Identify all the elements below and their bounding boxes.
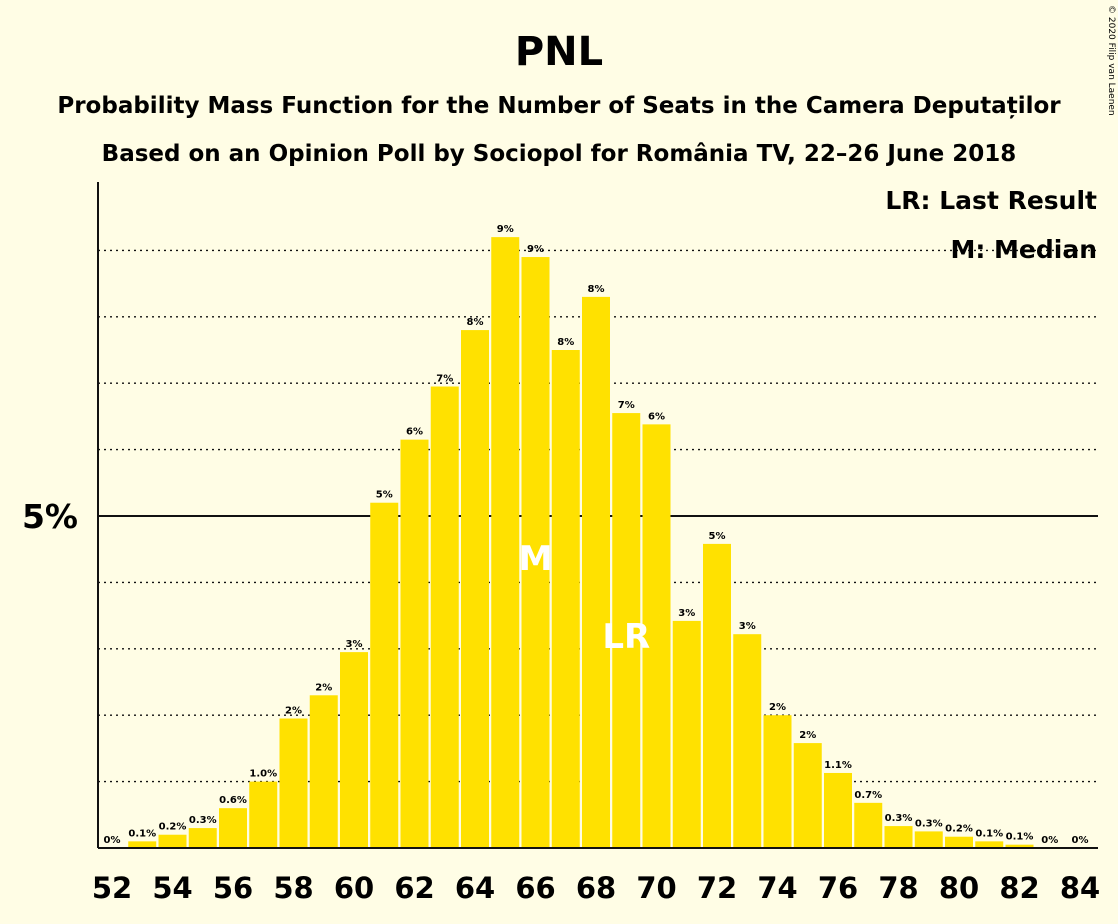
x-tick-label-54: 54	[152, 871, 192, 905]
bar-seat-80	[945, 836, 973, 848]
data-label-seat-82: 0.1%	[1006, 832, 1034, 843]
bar-seat-60	[340, 652, 368, 848]
data-label-seat-63: 7%	[436, 374, 453, 385]
x-tick-label-78: 78	[878, 871, 918, 905]
copyright-note: © 2020 Filip van Laenen	[1106, 5, 1116, 116]
x-tick-label-70: 70	[636, 871, 676, 905]
x-tick-label-66: 66	[515, 871, 555, 905]
bar-seat-74	[763, 715, 792, 848]
chart-title: PNL	[515, 29, 603, 75]
data-label-seat-56: 0.6%	[219, 795, 247, 806]
data-label-seat-67: 8%	[557, 337, 574, 348]
data-label-seat-57: 1.0%	[249, 769, 277, 780]
data-label-seat-72: 5%	[709, 531, 726, 542]
data-label-seat-69: 7%	[618, 400, 635, 411]
bar-seat-71	[672, 620, 701, 848]
data-label-seat-74: 2%	[769, 702, 786, 713]
markers-group: M LR	[519, 539, 651, 657]
bar-seat-77	[854, 802, 883, 848]
data-label-seat-68: 8%	[588, 284, 605, 295]
data-label-seat-58: 2%	[285, 706, 302, 717]
data-label-seat-79: 0.3%	[915, 818, 943, 829]
x-tick-label-58: 58	[273, 871, 313, 905]
data-label-seat-64: 8%	[467, 317, 484, 328]
x-tick-label-80: 80	[939, 871, 979, 905]
data-label-seat-73: 3%	[739, 621, 756, 632]
data-label-seat-71: 3%	[678, 608, 695, 619]
bar-seat-53	[128, 841, 157, 848]
bar-seat-59	[309, 695, 338, 848]
x-tick-label-64: 64	[455, 871, 495, 905]
x-tick-label-62: 62	[394, 871, 434, 905]
x-tick-label-60: 60	[334, 871, 374, 905]
bar-seat-65	[491, 237, 520, 848]
data-label-seat-65: 9%	[497, 224, 514, 235]
bar-seat-82	[1005, 844, 1034, 848]
bar-seat-61	[370, 502, 399, 848]
data-label-seat-75: 2%	[799, 730, 816, 741]
chart-subtitle-2: Based on an Opinion Poll by Sociopol for…	[102, 141, 1017, 167]
bar-seat-81	[975, 841, 1004, 848]
data-label-seat-84: 0%	[1072, 835, 1089, 846]
data-label-seat-83: 0%	[1041, 835, 1058, 846]
bar-seat-75	[793, 743, 822, 848]
data-label-seat-53: 0.1%	[128, 828, 156, 839]
x-tick-label-74: 74	[757, 871, 797, 905]
bar-seat-73	[733, 634, 762, 848]
bar-seat-78	[884, 826, 913, 848]
data-label-seat-70: 6%	[648, 411, 665, 422]
data-label-seat-66: 9%	[527, 244, 544, 255]
bar-seat-54	[158, 834, 187, 848]
x-tick-label-52: 52	[92, 871, 132, 905]
bar-seat-79	[914, 831, 943, 848]
bar-seat-66	[521, 257, 550, 848]
data-label-seat-55: 0.3%	[189, 815, 217, 826]
x-tick-label-68: 68	[576, 871, 616, 905]
legend-last-result: LR: Last Result	[885, 186, 1097, 215]
data-label-seat-59: 2%	[315, 682, 332, 693]
bar-seat-57	[249, 781, 278, 848]
data-label-seat-52: 0%	[104, 835, 121, 846]
bar-seat-67	[551, 350, 580, 848]
data-label-seat-77: 0.7%	[854, 790, 882, 801]
last-result-marker: LR	[602, 617, 650, 657]
data-label-seat-61: 5%	[376, 490, 393, 501]
x-tick-labels: 52 54 56 58 60 62 64 66 68 70 72 74 76 78 80 82 84	[92, 871, 1100, 905]
bar-seat-62	[400, 439, 429, 848]
bar-seat-63	[430, 386, 459, 848]
legend-median: M: Median	[950, 235, 1097, 264]
bar-seat-68	[582, 296, 610, 848]
data-label-seat-62: 6%	[406, 427, 423, 438]
x-tick-label-82: 82	[999, 871, 1039, 905]
median-marker: M	[519, 539, 553, 579]
bar-seat-58	[279, 718, 308, 848]
data-label-seat-54: 0.2%	[159, 822, 187, 833]
x-tick-label-84: 84	[1060, 871, 1100, 905]
bar-seat-64	[461, 330, 489, 849]
chart-subtitle-1: Probability Mass Function for the Number…	[57, 93, 1061, 119]
x-tick-label-76: 76	[818, 871, 858, 905]
x-tick-label-72: 72	[697, 871, 737, 905]
data-label-seat-76: 1.1%	[824, 760, 852, 771]
x-tick-label-56: 56	[213, 871, 253, 905]
bar-seat-56	[219, 808, 247, 848]
bars-group	[128, 237, 1034, 849]
bar-seat-69	[612, 413, 641, 848]
y-tick-label-5: 5%	[22, 497, 78, 536]
bar-seat-55	[188, 828, 217, 848]
bar-seat-76	[824, 772, 852, 848]
data-labels-group: 0%0.1%0.2%0.3%0.6%1.0%2%2%3%5%6%7%8%9%9%…	[104, 224, 1089, 846]
bar-seat-70	[642, 424, 671, 848]
data-label-seat-78: 0.3%	[885, 813, 913, 824]
bar-seat-72	[703, 543, 731, 848]
data-label-seat-80: 0.2%	[945, 824, 973, 835]
data-label-seat-60: 3%	[346, 639, 363, 650]
data-label-seat-81: 0.1%	[975, 828, 1003, 839]
